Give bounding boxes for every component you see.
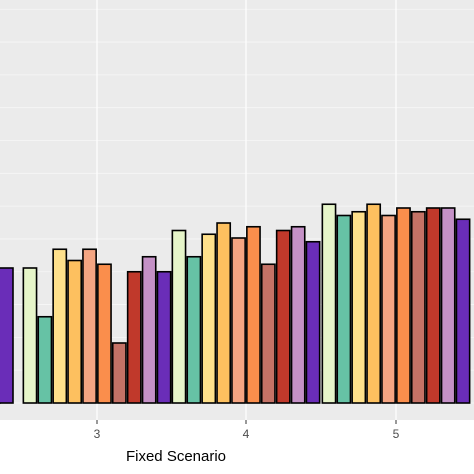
bar xyxy=(425,207,441,404)
bar xyxy=(381,214,396,404)
bar xyxy=(111,342,127,404)
bar xyxy=(336,214,352,404)
bar xyxy=(67,259,83,404)
bar xyxy=(321,203,337,404)
bar xyxy=(52,248,68,404)
bar xyxy=(260,263,276,404)
bar xyxy=(37,315,53,404)
bar xyxy=(366,203,382,404)
bar xyxy=(22,267,38,404)
bar xyxy=(97,263,112,404)
bar xyxy=(186,255,202,404)
x-axis-ticks: 3 4 5 xyxy=(94,420,400,441)
bar xyxy=(440,207,456,404)
bar xyxy=(305,240,321,404)
bar xyxy=(126,270,142,404)
bar xyxy=(171,229,187,404)
bar xyxy=(275,229,291,404)
x-tick-label: 4 xyxy=(243,427,250,441)
bar xyxy=(290,225,306,404)
bar xyxy=(156,270,172,404)
x-tick-label: 5 xyxy=(393,427,400,441)
bar xyxy=(216,222,232,404)
bar xyxy=(82,248,97,404)
bar xyxy=(231,237,246,404)
bar xyxy=(410,210,426,404)
bar xyxy=(396,207,411,404)
x-tick-label: 3 xyxy=(94,427,101,441)
bar xyxy=(201,233,217,404)
bar xyxy=(246,225,261,404)
x-axis-title: Fixed Scenario xyxy=(126,448,226,465)
bar xyxy=(141,255,157,404)
bar xyxy=(351,210,367,404)
bars-layer xyxy=(0,203,471,404)
bar xyxy=(0,267,14,404)
bar xyxy=(455,218,471,404)
